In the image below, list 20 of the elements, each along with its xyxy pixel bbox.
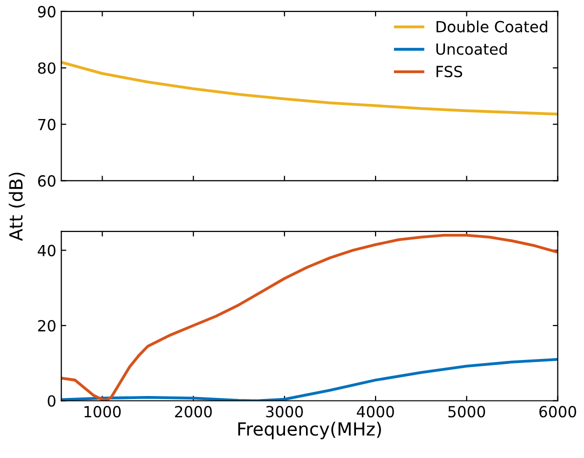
y-tick-label: 60 (38, 175, 56, 187)
y-tick-label: 20 (38, 320, 56, 332)
line-series (61, 60, 558, 116)
y-tick-label: 70 (38, 118, 56, 130)
legend-label: Double Coated (436, 20, 548, 32)
y-tick-label: 90 (38, 6, 56, 18)
y-tick-label: 0 (48, 395, 56, 407)
y-tick-label: 80 (38, 62, 56, 74)
x-tick-label: 6000 (539, 406, 576, 418)
x-tick-label: 4000 (356, 406, 394, 418)
x-tick-label: 2000 (175, 406, 212, 418)
x-tick-label: 3000 (266, 406, 303, 418)
x-tick-label: 1000 (84, 406, 121, 418)
legend-label: FSS (436, 66, 462, 78)
legend-label: Uncoated (436, 43, 507, 55)
y-tick-label: 40 (38, 244, 56, 256)
x-axis-title: Frequency(MHz) (238, 422, 381, 440)
y-axis-title: Att (dB) (8, 172, 25, 241)
line-series (61, 234, 558, 401)
x-tick-label: 5000 (448, 406, 486, 418)
